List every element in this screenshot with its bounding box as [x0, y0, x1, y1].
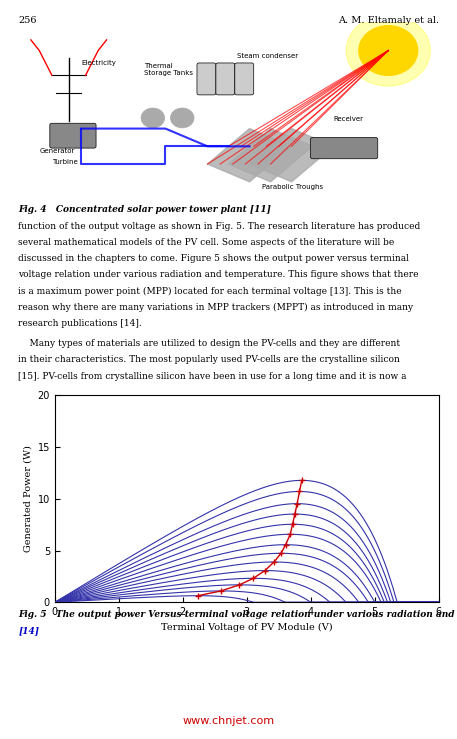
Text: Receiver: Receiver [334, 117, 364, 123]
Text: several mathematical models of the PV cell. Some aspects of the literature will : several mathematical models of the PV ce… [18, 238, 394, 247]
FancyBboxPatch shape [216, 63, 235, 95]
Circle shape [170, 108, 194, 128]
Text: Fig. 5   The output power Versus terminal voltage relation under various radiati: Fig. 5 The output power Versus terminal … [18, 610, 457, 619]
Y-axis label: Generated Power (W): Generated Power (W) [23, 446, 32, 552]
Text: Steam condenser: Steam condenser [237, 52, 298, 58]
Text: research publications [14].: research publications [14]. [18, 319, 142, 328]
Text: discussed in the chapters to come. Figure 5 shows the output power versus termin: discussed in the chapters to come. Figur… [18, 254, 409, 263]
Text: www.chnjet.com: www.chnjet.com [182, 715, 275, 726]
Text: is a maximum power point (MPP) located for each terminal voltage [13]. This is t: is a maximum power point (MPP) located f… [18, 287, 402, 296]
Text: Many types of materials are utilized to design the PV-cells and they are differe: Many types of materials are utilized to … [18, 339, 400, 348]
Text: in their characteristics. The most popularly used PV-cells are the crystalline s: in their characteristics. The most popul… [18, 355, 400, 364]
Text: Electricity: Electricity [81, 60, 116, 66]
FancyBboxPatch shape [50, 123, 96, 148]
FancyBboxPatch shape [310, 137, 378, 159]
Text: 256: 256 [18, 16, 37, 25]
Text: [14]: [14] [18, 626, 39, 635]
Polygon shape [250, 129, 334, 182]
Circle shape [359, 26, 418, 75]
Text: [15]. PV-cells from crystalline silicon have been in use for a long time and it : [15]. PV-cells from crystalline silicon … [18, 372, 407, 381]
X-axis label: Terminal Voltage of PV Module (V): Terminal Voltage of PV Module (V) [161, 623, 333, 632]
Circle shape [141, 108, 165, 128]
Text: reason why there are many variations in MPP trackers (MPPT) as introduced in man: reason why there are many variations in … [18, 303, 414, 312]
Text: voltage relation under various radiation and temperature. This figure shows that: voltage relation under various radiation… [18, 270, 419, 279]
Text: function of the output voltage as shown in Fig. 5. The research literature has p: function of the output voltage as shown … [18, 222, 420, 231]
FancyBboxPatch shape [235, 63, 254, 95]
Text: Generator: Generator [39, 149, 74, 154]
Text: Parabolic Troughs: Parabolic Troughs [262, 184, 323, 190]
Polygon shape [207, 129, 292, 182]
Polygon shape [228, 129, 313, 182]
Text: Thermal
Storage Tanks: Thermal Storage Tanks [144, 64, 193, 76]
Text: Turbine: Turbine [52, 159, 78, 165]
Circle shape [346, 15, 430, 86]
Text: A. M. Eltamaly et al.: A. M. Eltamaly et al. [338, 16, 439, 25]
Text: Fig. 4   Concentrated solar power tower plant [11]: Fig. 4 Concentrated solar power tower pl… [18, 205, 271, 214]
FancyBboxPatch shape [197, 63, 216, 95]
